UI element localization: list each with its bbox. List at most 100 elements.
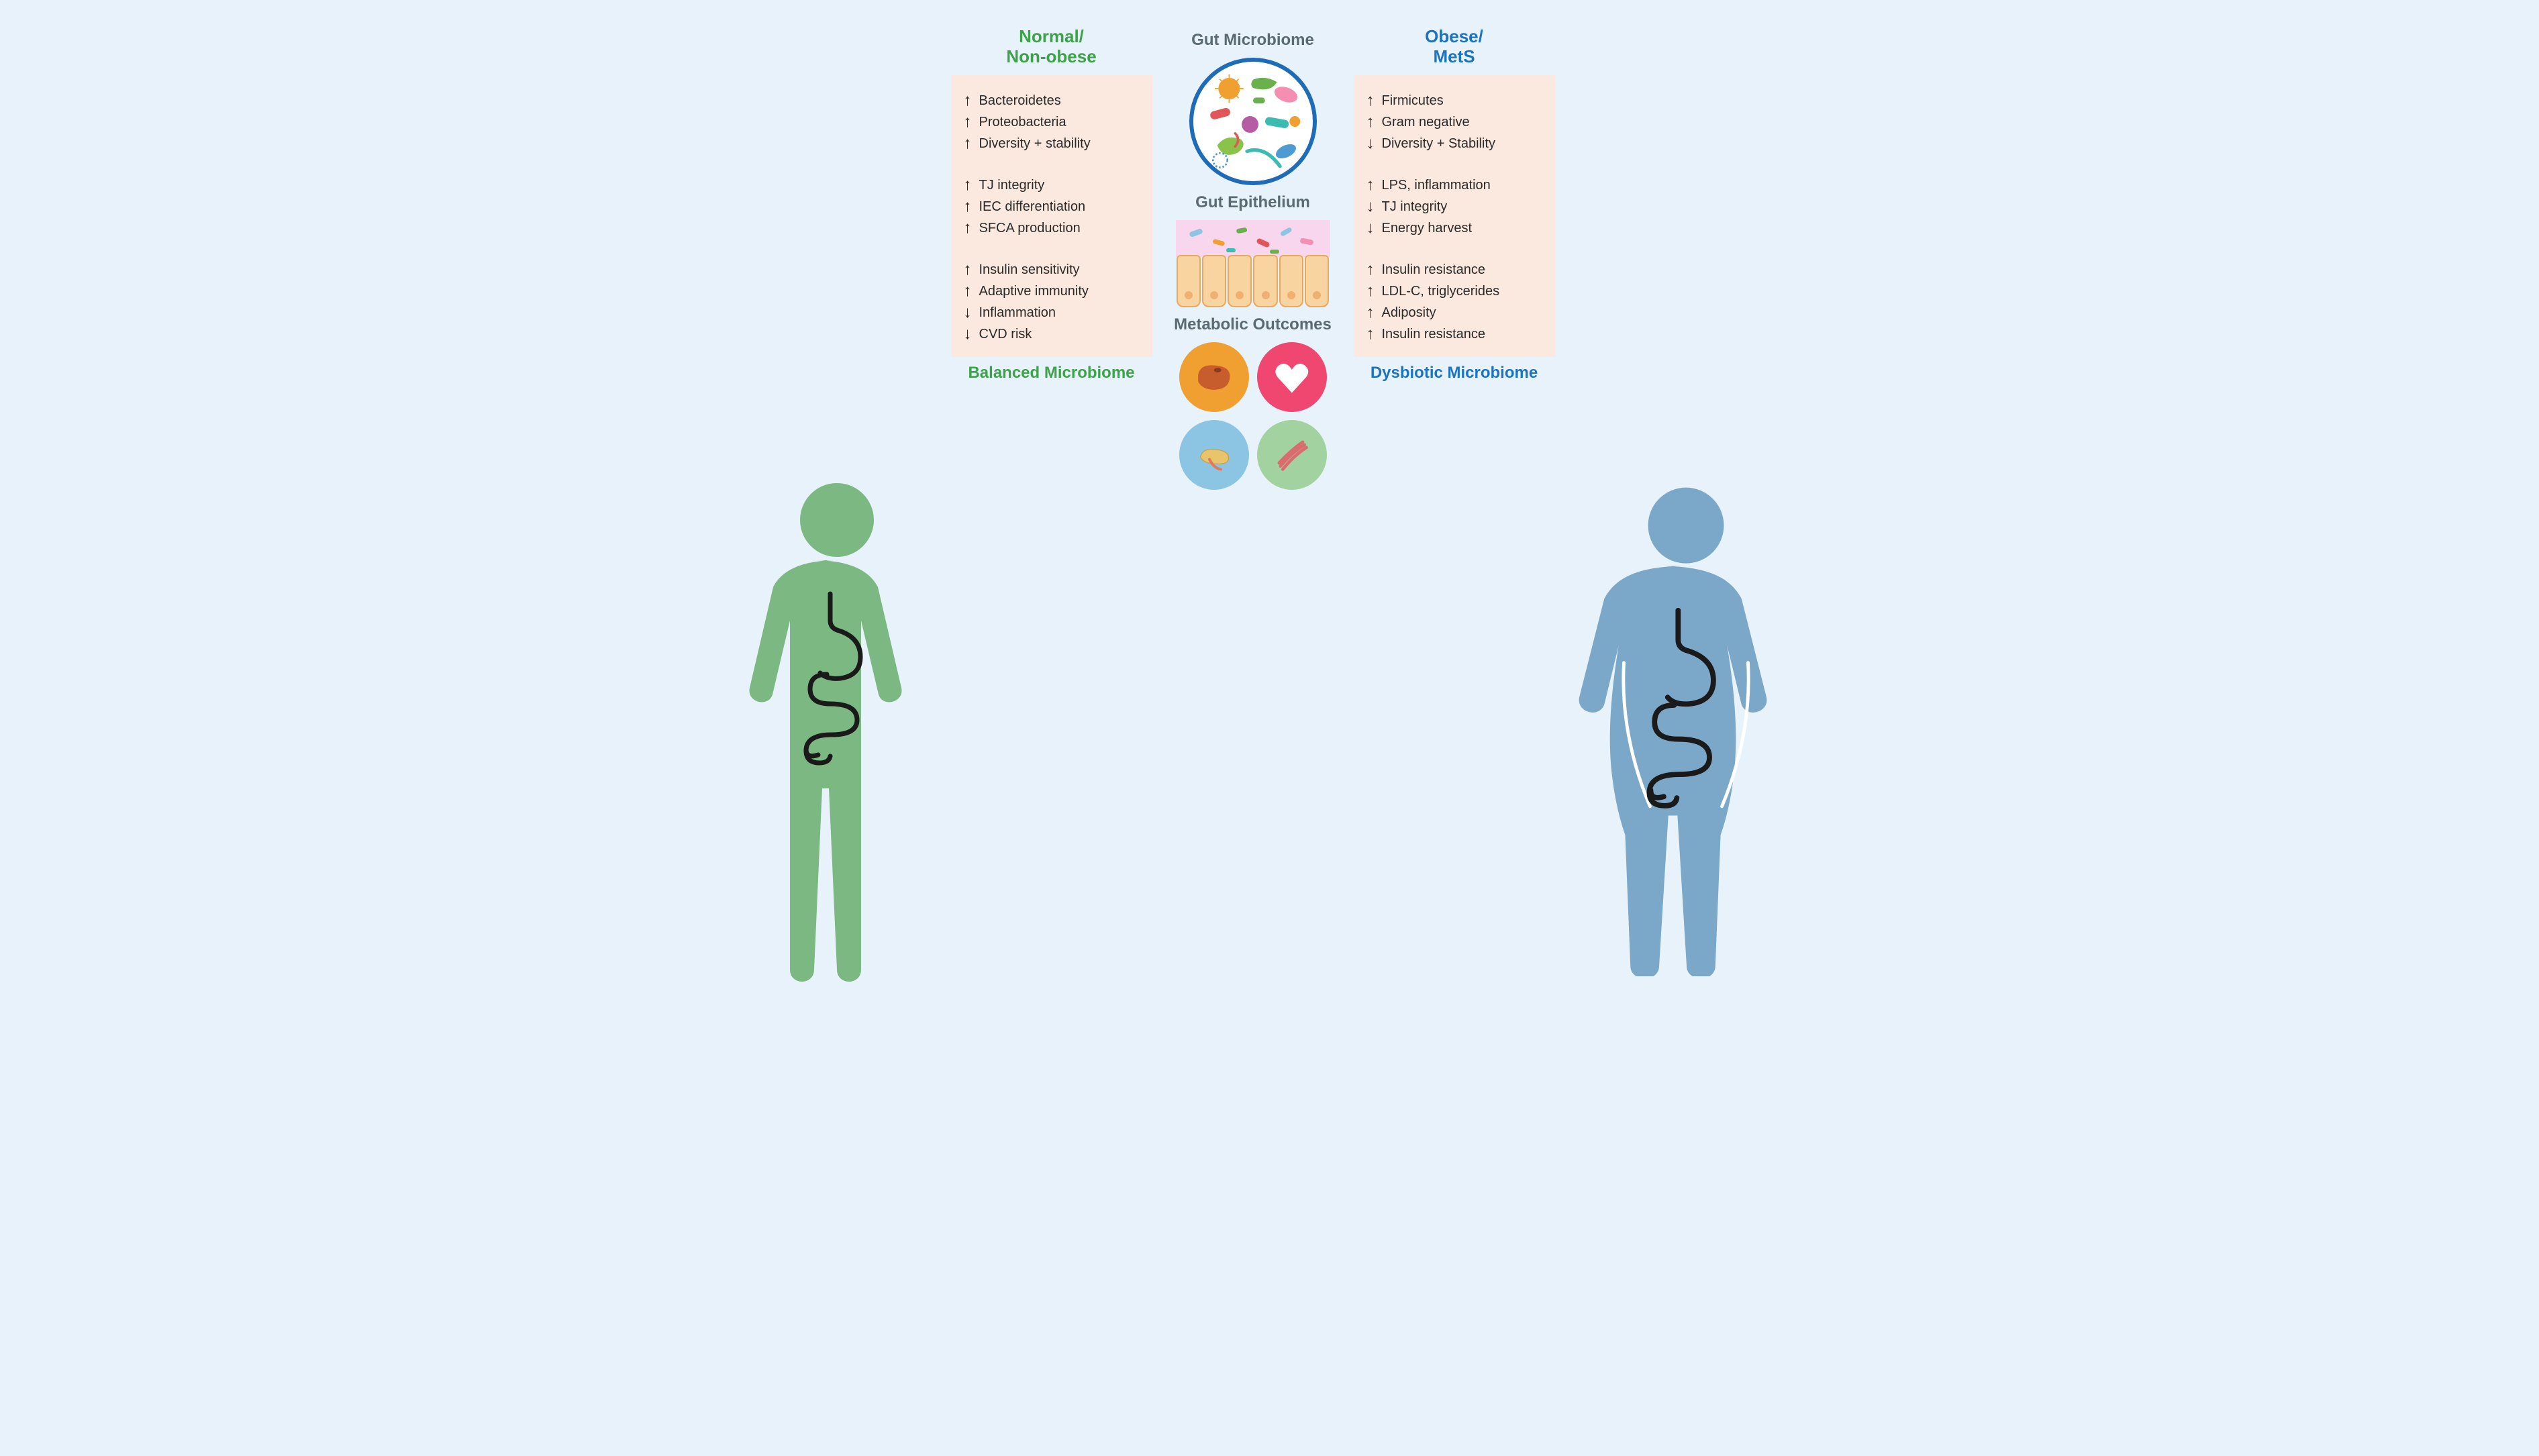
item-label: TJ integrity <box>1382 196 1448 217</box>
arrow-down-icon: ↓ <box>963 326 973 342</box>
arrow-up-icon: ↑ <box>1366 305 1375 321</box>
pancreas-icon <box>1179 420 1249 490</box>
epithelial-cell <box>1177 255 1201 307</box>
liver-icon <box>1179 342 1249 412</box>
center-column: Gut Microbiome Gut Epithelium <box>1159 27 1347 490</box>
arrow-up-icon: ↑ <box>963 199 973 215</box>
item-label: Inflammation <box>979 302 1056 323</box>
epithelial-cell <box>1253 255 1277 307</box>
list-item: ↑ Adaptive immunity <box>963 280 1140 302</box>
left-footer: Balanced Microbiome <box>968 364 1134 382</box>
item-label: Proteobacteria <box>979 111 1066 133</box>
right-group-2: ↑Insulin resistance↑LDL-C, triglycerides… <box>1366 259 1543 345</box>
metabolic-organs-grid <box>1179 342 1327 490</box>
list-item: ↑Bacteroidetes <box>963 90 1140 111</box>
arrow-up-icon: ↑ <box>1366 326 1375 342</box>
item-label: CVD risk <box>979 323 1032 345</box>
left-human-column <box>730 27 944 1429</box>
left-panel-title: Normal/ Non-obese <box>1006 27 1096 67</box>
item-label: TJ integrity <box>979 174 1045 196</box>
arrow-up-icon: ↑ <box>963 283 973 299</box>
item-label: SFCA production <box>979 217 1081 239</box>
center-heading-1: Gut Microbiome <box>1191 31 1314 50</box>
item-label: LPS, inflammation <box>1382 174 1491 196</box>
arrow-up-icon: ↑ <box>963 114 973 130</box>
arrow-up-icon: ↑ <box>963 177 973 193</box>
list-item: ↓ Energy harvest <box>1366 217 1543 239</box>
right-group-0: ↑ Firmicutes ↑ Gram negative ↓ Diversity + St… <box>1366 90 1543 154</box>
list-item: ↓ Inflammation <box>963 302 1140 323</box>
arrow-up-icon: ↑ <box>1366 93 1375 109</box>
arrow-down-icon: ↓ <box>1366 136 1375 152</box>
epithelial-cell <box>1305 255 1329 307</box>
list-item: ↓ TJ integrity <box>1366 196 1543 217</box>
list-item: ↑ Insulin resistance <box>1366 323 1543 345</box>
right-panel: Obese/ MetS ↑ Firmicutes ↑ Gram negative ↓ Di… <box>1354 27 1555 382</box>
arrow-up-icon: ↑ <box>1366 283 1375 299</box>
list-item: ↑ SFCA production <box>963 217 1140 239</box>
item-label: Energy harvest <box>1382 217 1473 239</box>
list-item: ↑ IEC differentiation <box>963 196 1140 217</box>
list-item: ↑ Proteobacteria <box>963 111 1140 133</box>
arrow-up-icon: ↑ <box>963 262 973 278</box>
center-heading-2: Gut Epithelium <box>1195 193 1310 212</box>
list-item: ↑ Firmicutes <box>1366 90 1543 111</box>
epithelial-cell <box>1279 255 1303 307</box>
left-group-2: ↑ Insulin sensitivity ↑ Adaptive immunity ↓ I… <box>963 259 1140 345</box>
left-title-line1: Normal/ <box>1019 26 1084 46</box>
left-panel: Normal/ Non-obese ↑Bacteroidetes↑Proteob… <box>951 27 1152 382</box>
list-item: ↑ LPS, inflammation <box>1366 174 1543 196</box>
microbiome-petri-icon <box>1189 58 1317 185</box>
list-item: ↓ CVD risk <box>963 323 1140 345</box>
item-label: Gram negative <box>1382 111 1470 133</box>
epithelium-lumen <box>1176 220 1330 257</box>
right-panel-box: ↑ Firmicutes ↑ Gram negative ↓ Diversity + St… <box>1354 75 1555 357</box>
right-title-line1: Obese/ <box>1425 26 1483 46</box>
list-item: ↑Insulin resistance <box>1366 259 1543 280</box>
item-label: Insulin resistance <box>1382 323 1486 345</box>
item-label: Adaptive immunity <box>979 280 1089 302</box>
heart-icon <box>1257 342 1327 412</box>
right-footer: Dysbiotic Microbiome <box>1371 364 1538 382</box>
left-title-line2: Non-obese <box>1006 46 1096 66</box>
obese-human-figure <box>1562 480 1810 976</box>
center-heading-3: Metabolic Outcomes <box>1174 315 1332 334</box>
epithelium-cells <box>1176 255 1330 307</box>
arrow-down-icon: ↓ <box>963 305 973 321</box>
item-label: Diversity + Stability <box>1382 133 1496 154</box>
left-group-0: ↑Bacteroidetes ↑ Proteobacteria ↑ Diversity … <box>963 90 1140 154</box>
human-silhouette-obese <box>1579 488 1766 976</box>
item-label: Diversity + stability <box>979 133 1091 154</box>
list-item: ↑ Diversity + stability <box>963 133 1140 154</box>
list-item: ↑ Adiposity <box>1366 302 1543 323</box>
list-item: ↑ TJ integrity <box>963 174 1140 196</box>
right-human-column <box>1562 27 1810 1429</box>
normal-human-figure <box>730 473 944 983</box>
item-label: Bacteroidetes <box>979 90 1061 111</box>
list-item: ↓ Diversity + Stability <box>1366 133 1543 154</box>
epithelial-cell <box>1202 255 1226 307</box>
left-group-1: ↑ TJ integrity ↑ IEC differentiation ↑ SFCA p… <box>963 174 1140 239</box>
epithelial-cell <box>1228 255 1252 307</box>
list-item: ↑ Insulin sensitivity <box>963 259 1140 280</box>
arrow-down-icon: ↓ <box>1366 220 1375 236</box>
right-group-1: ↑ LPS, inflammation ↓ TJ integrity ↓ Energy h… <box>1366 174 1543 239</box>
gut-epithelium-icon <box>1176 220 1330 307</box>
microbe-svg <box>1193 62 1313 181</box>
arrow-up-icon: ↑ <box>963 136 973 152</box>
right-panel-title: Obese/ MetS <box>1425 27 1483 67</box>
item-label: Adiposity <box>1382 302 1436 323</box>
left-panel-box: ↑Bacteroidetes↑Proteobacteria↑Diversity … <box>951 75 1152 357</box>
arrow-up-icon: ↑ <box>1366 114 1375 130</box>
arrow-down-icon: ↓ <box>1366 199 1375 215</box>
list-item: ↑ Gram negative <box>1366 111 1543 133</box>
item-label: Insulin sensitivity <box>979 259 1080 280</box>
right-title-line2: MetS <box>1433 46 1475 66</box>
arrow-up-icon: ↑ <box>963 220 973 236</box>
item-label: Firmicutes <box>1382 90 1444 111</box>
infographic-canvas: Normal/ Non-obese ↑Bacteroidetes↑Proteob… <box>20 27 2519 1429</box>
human-silhouette <box>749 483 901 982</box>
item-label: IEC differentiation <box>979 196 1086 217</box>
item-label: Insulin resistance <box>1382 259 1486 280</box>
arrow-up-icon: ↑ <box>1366 177 1375 193</box>
